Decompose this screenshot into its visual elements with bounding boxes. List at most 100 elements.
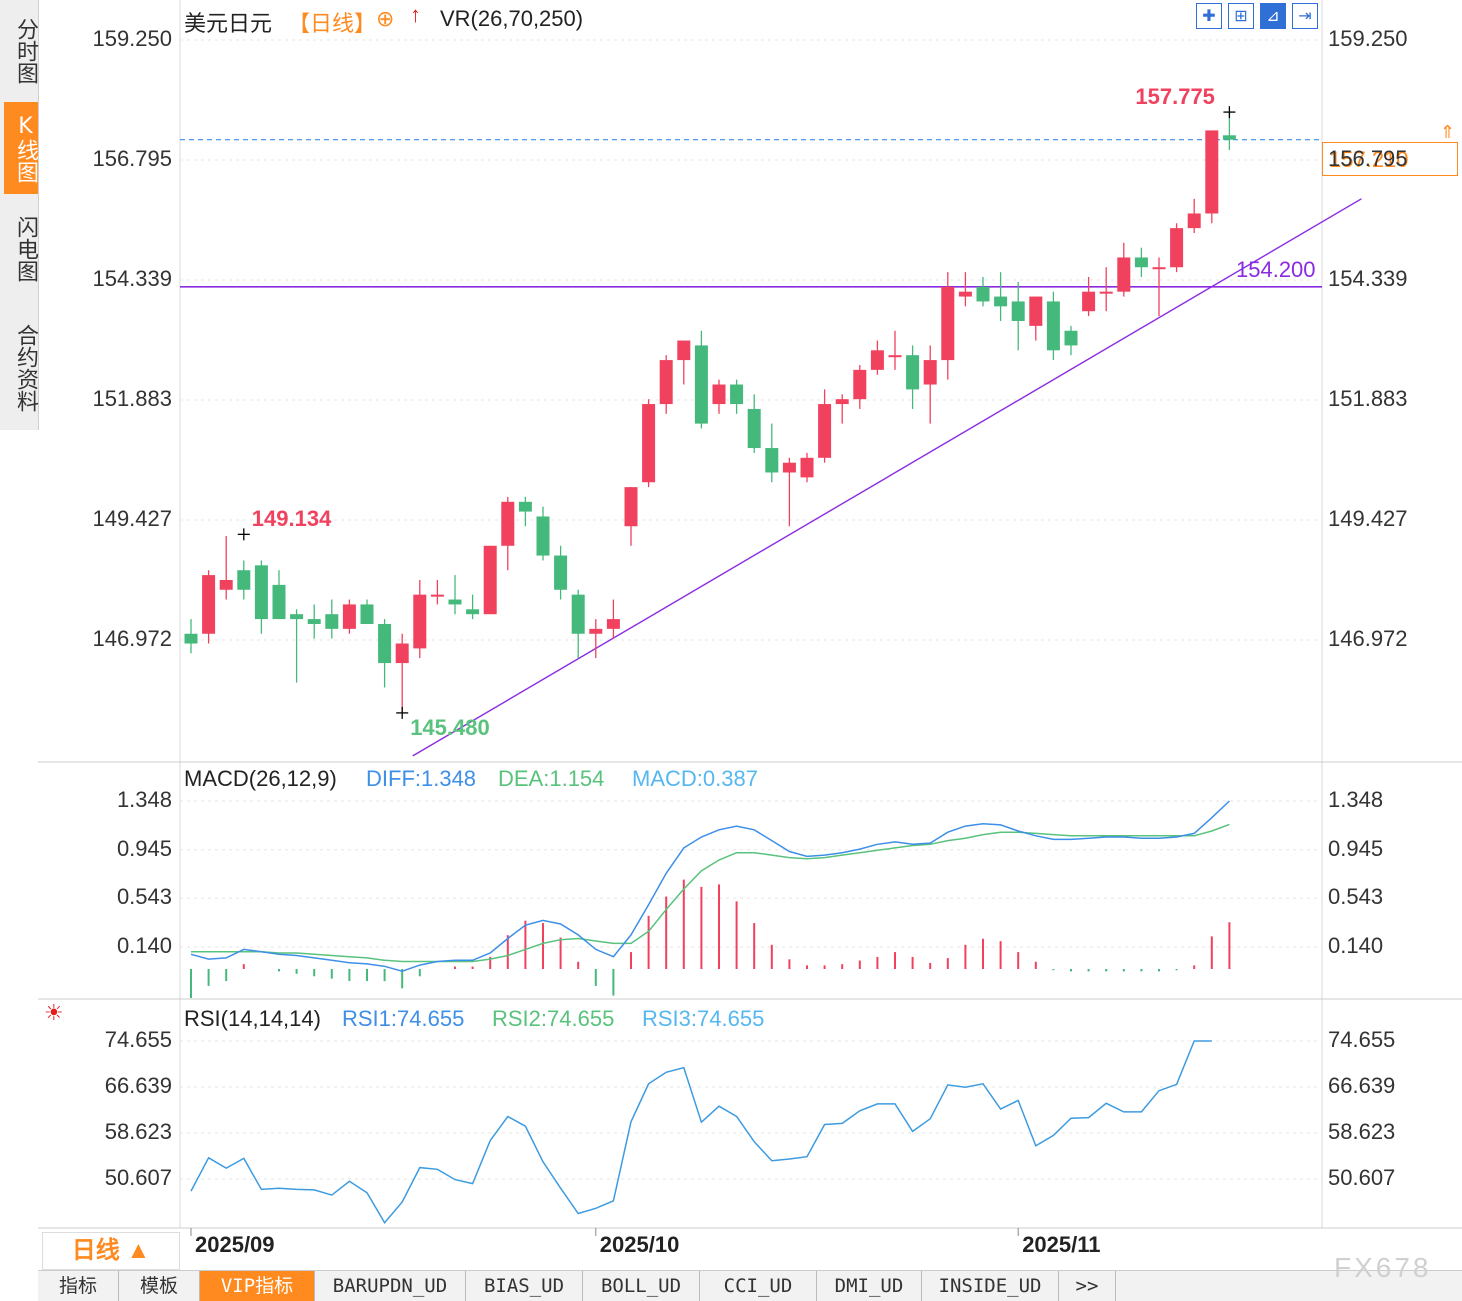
candle-body xyxy=(466,609,480,615)
candle-body xyxy=(518,501,532,512)
rsi-legend-rsi2: RSI2:74.655 xyxy=(492,1006,615,1031)
macd-tick-label-right: 0.543 xyxy=(1328,884,1384,910)
y-tick-label-left: 149.427 xyxy=(92,506,172,532)
candle-body xyxy=(307,619,321,624)
candle-body xyxy=(254,565,268,620)
macd-tick-label-right: 1.348 xyxy=(1328,787,1384,812)
candle-body xyxy=(747,408,761,449)
candle-body xyxy=(923,360,937,385)
indicator-tab[interactable]: BARUPDN_UD xyxy=(315,1271,466,1301)
candle-body xyxy=(659,360,673,405)
macd-tick-label-right: 0.945 xyxy=(1328,835,1384,861)
y-tick-label-right: 151.883 xyxy=(1328,386,1408,411)
candle-body xyxy=(1099,291,1113,294)
candle-body xyxy=(606,619,620,629)
y-tick-label-right: 154.339 xyxy=(1328,265,1408,291)
tab-timeshare[interactable]: 分时图 xyxy=(13,18,38,84)
sun-settings-icon[interactable]: ☀ xyxy=(44,1000,64,1025)
rsi-tick-label-right: 74.655 xyxy=(1328,1027,1396,1052)
high-price-label: 157.775 xyxy=(1135,84,1215,110)
rsi-title: RSI(14,14,14) xyxy=(184,1006,321,1031)
y-tick-label-left: 159.250 xyxy=(92,26,172,51)
tab-contract-info[interactable]: 合约资料 xyxy=(13,324,38,412)
y-tick-label-right: 159.250 xyxy=(1328,26,1408,51)
indicator-tab[interactable]: INSIDE_UD xyxy=(922,1271,1059,1301)
bar-tool-icon[interactable]: ⊞ xyxy=(1228,3,1254,29)
price-up-arrow-icon: ⇑ xyxy=(1440,122,1456,142)
candle-body xyxy=(1152,267,1166,270)
indicator-tab[interactable]: CCI_UD xyxy=(700,1271,817,1301)
trend-line-layer xyxy=(180,139,1362,757)
y-tick-label-left: 146.972 xyxy=(92,626,172,651)
candle-body xyxy=(483,545,497,615)
candle-body xyxy=(870,350,884,370)
period-label[interactable]: 【日线】 xyxy=(288,11,377,36)
candle-body xyxy=(1046,301,1060,351)
candle-body xyxy=(501,501,515,546)
dea-line xyxy=(191,823,1230,963)
candle-body xyxy=(624,487,638,527)
watermark: FX678 xyxy=(1334,1252,1432,1283)
tab-kline[interactable]: K线图 xyxy=(4,102,38,194)
macd-tick-label-left: 1.348 xyxy=(116,787,172,812)
candle-body xyxy=(1082,291,1096,312)
candle-body xyxy=(1029,296,1043,326)
candle-body xyxy=(941,286,955,361)
crosshair-icon[interactable]: ⊕ xyxy=(376,6,395,31)
vr-indicator-label[interactable]: VR(26,70,250) xyxy=(440,6,584,31)
view-tabs: 分时图 K线图 闪电图 合约资料 xyxy=(0,0,39,430)
indicator-tab[interactable]: >> xyxy=(1059,1271,1116,1301)
candle-body xyxy=(782,462,796,473)
tab-flash-chart[interactable]: 闪电图 xyxy=(13,216,38,282)
candle-body xyxy=(395,643,409,664)
indicator-tab[interactable]: 指标 xyxy=(38,1271,119,1301)
exit-tool-icon[interactable]: ⇥ xyxy=(1292,3,1318,29)
candle-body xyxy=(448,599,462,605)
candle-body xyxy=(853,369,867,400)
support-line-label: 154.200 xyxy=(1236,256,1316,282)
macd-legend-diff: DIFF:1.348 xyxy=(366,766,477,791)
indicator-tab[interactable]: BOLL_UD xyxy=(583,1271,700,1301)
rsi-tick-label-right: 50.607 xyxy=(1328,1165,1396,1190)
candle-body xyxy=(219,579,233,590)
indicator-tab[interactable]: BIAS_UD xyxy=(466,1271,583,1301)
candle-body xyxy=(906,355,920,390)
arrow-up-icon[interactable]: ↑ xyxy=(410,2,421,27)
macd-tick-label-left: 0.543 xyxy=(116,884,172,910)
candle-body xyxy=(677,340,691,361)
candle-body xyxy=(1187,213,1201,229)
candle-body xyxy=(1170,228,1184,268)
trend-line xyxy=(412,198,1362,757)
low-price-label: 145.480 xyxy=(410,714,490,740)
candle-series xyxy=(184,112,1236,713)
y-tick-label-right: 149.427 xyxy=(1328,506,1408,532)
indicator-tab[interactable]: DMI_UD xyxy=(817,1271,922,1301)
macd-legend-macd: MACD:0.387 xyxy=(632,766,758,791)
candle-body xyxy=(976,286,990,302)
candle-body xyxy=(712,384,726,405)
candle-body xyxy=(237,570,251,590)
rsi-tick-label-left: 66.639 xyxy=(104,1073,172,1098)
y-tick-label-left: 154.339 xyxy=(92,265,172,291)
rsi-tick-label-right: 66.639 xyxy=(1328,1073,1396,1098)
x-tick-label: 2025/09 xyxy=(195,1232,275,1257)
candle-body xyxy=(589,628,603,634)
diff-line xyxy=(190,800,1230,972)
period-selector[interactable]: 日线 ▲ xyxy=(42,1232,180,1270)
candle-body xyxy=(1064,330,1078,346)
indicator-tab[interactable]: VIP指标 xyxy=(200,1271,315,1301)
macd-tick-label-right: 0.140 xyxy=(1328,933,1384,958)
grid-tool-icon[interactable]: ✚ xyxy=(1196,3,1222,29)
indicator-tab[interactable]: 模板 xyxy=(119,1271,200,1301)
candle-body xyxy=(554,555,568,590)
candle-body xyxy=(290,614,304,620)
line-tool-icon[interactable]: ⊿ xyxy=(1260,3,1286,29)
candle-body xyxy=(571,594,585,634)
candle-body xyxy=(272,584,286,620)
macd-tick-label-left: 0.140 xyxy=(116,933,172,958)
x-tick-label: 2025/11 xyxy=(1022,1232,1101,1257)
candle-body xyxy=(835,399,849,405)
candle-body xyxy=(430,594,444,597)
y-tick-label-left: 151.883 xyxy=(92,386,172,411)
